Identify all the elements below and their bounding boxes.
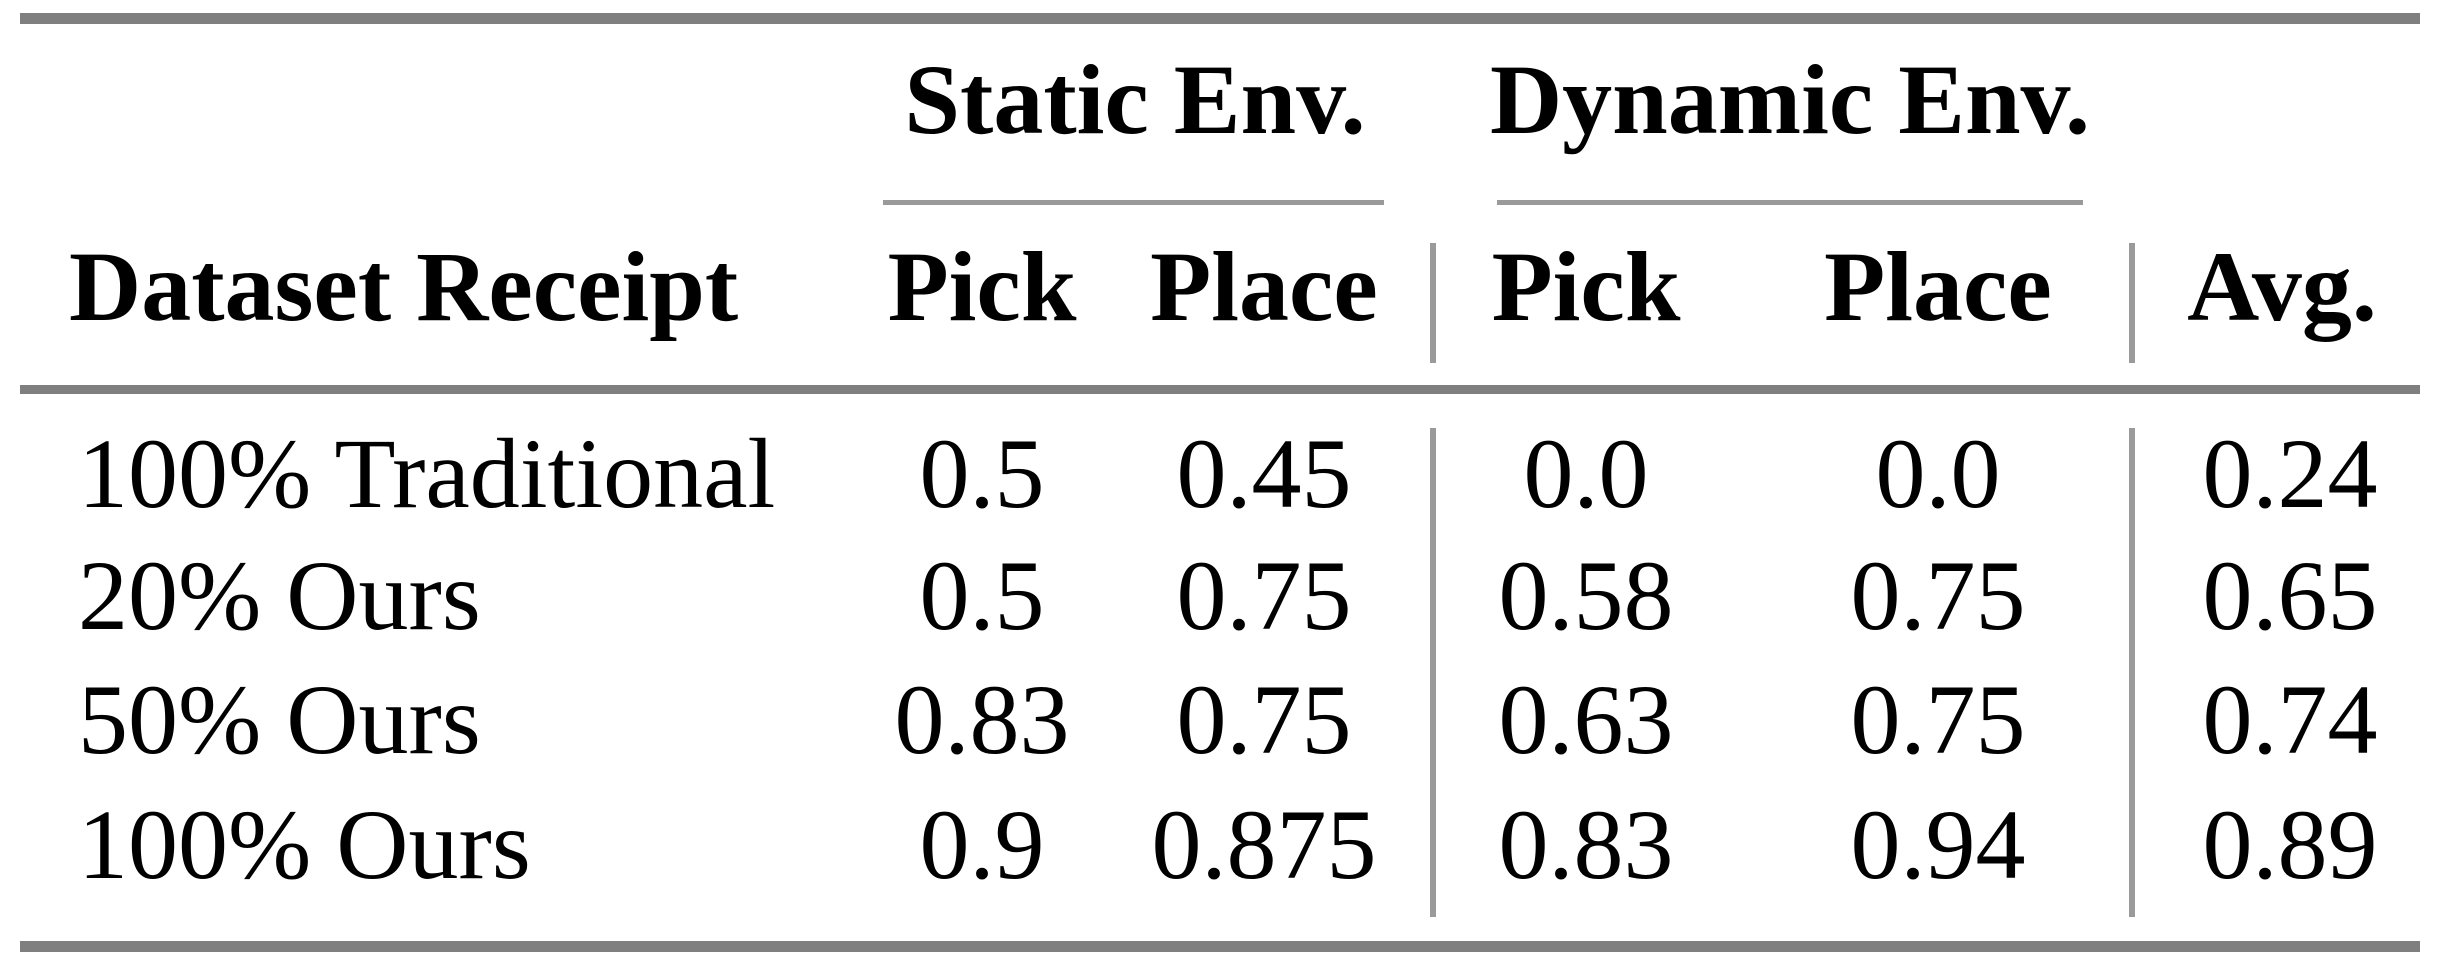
dynamic-env-underline — [1497, 200, 2083, 205]
table-row: 50% Ours 0.83 0.75 0.63 0.75 0.74 — [0, 670, 2440, 780]
row-label: 50% Ours — [78, 664, 481, 775]
cell-dynamic-place: 0.75 — [1850, 664, 2026, 775]
cell-avg: 0.74 — [2202, 664, 2378, 775]
cell-dynamic-pick: 0.63 — [1498, 664, 1674, 775]
cell-avg: 0.24 — [2202, 418, 2378, 529]
group-header-dynamic-env: Dynamic Env. — [1489, 44, 2091, 155]
vertical-divider-static-dynamic-header — [1430, 243, 1436, 363]
cell-dynamic-pick: 0.0 — [1523, 418, 1649, 529]
cell-dynamic-place: 0.75 — [1850, 540, 2026, 651]
row-label: 100% Traditional — [78, 418, 776, 529]
vertical-divider-static-dynamic-body — [1430, 428, 1436, 917]
column-header-dynamic-place: Place — [1824, 231, 2052, 342]
cell-avg: 0.65 — [2202, 540, 2378, 651]
column-header-avg: Avg. — [2187, 231, 2377, 342]
top-rule — [20, 13, 2420, 24]
cell-avg: 0.89 — [2202, 789, 2378, 900]
cell-static-pick: 0.5 — [919, 540, 1045, 651]
cell-dynamic-pick: 0.83 — [1498, 789, 1674, 900]
bottom-rule — [20, 941, 2420, 952]
cell-static-place: 0.75 — [1176, 664, 1352, 775]
cell-static-pick: 0.9 — [919, 789, 1045, 900]
header-divider-rule — [20, 385, 2420, 394]
vertical-divider-avg-header — [2129, 243, 2135, 363]
column-header-dataset-receipt: Dataset Receipt — [69, 231, 739, 342]
column-header-static-pick: Pick — [887, 231, 1077, 342]
cell-static-place: 0.75 — [1176, 540, 1352, 651]
cell-static-pick: 0.5 — [919, 418, 1045, 529]
column-header-static-place: Place — [1150, 231, 1378, 342]
cell-static-place: 0.45 — [1176, 418, 1352, 529]
cell-dynamic-pick: 0.58 — [1498, 540, 1674, 651]
table-row: 100% Ours 0.9 0.875 0.83 0.94 0.89 — [0, 795, 2440, 905]
cell-dynamic-place: 0.0 — [1875, 418, 2001, 529]
row-label: 100% Ours — [78, 789, 531, 900]
group-header-static-env: Static Env. — [904, 44, 1366, 155]
table-row: 20% Ours 0.5 0.75 0.58 0.75 0.65 — [0, 546, 2440, 656]
cell-static-pick: 0.83 — [894, 664, 1070, 775]
cell-dynamic-place: 0.94 — [1850, 789, 2026, 900]
vertical-divider-avg-body — [2129, 428, 2135, 917]
column-header-dynamic-pick: Pick — [1491, 231, 1681, 342]
static-env-underline — [883, 200, 1384, 205]
table-row: 100% Traditional 0.5 0.45 0.0 0.0 0.24 — [0, 424, 2440, 534]
cell-static-place: 0.875 — [1151, 789, 1377, 900]
row-label: 20% Ours — [78, 540, 481, 651]
